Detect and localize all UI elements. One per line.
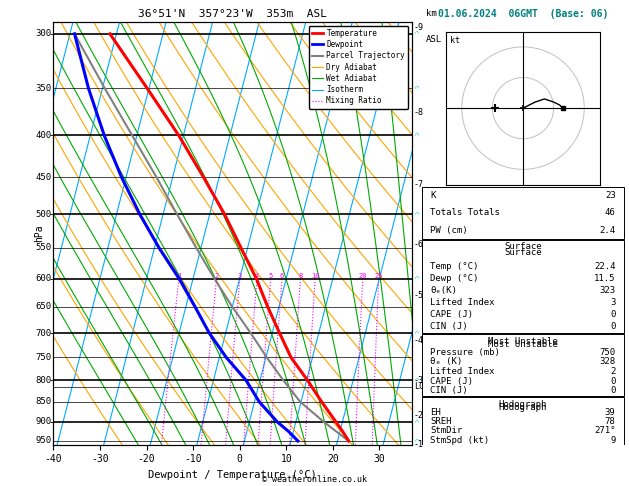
- Text: 20: 20: [359, 273, 367, 278]
- Text: 01.06.2024  06GMT  (Base: 06): 01.06.2024 06GMT (Base: 06): [438, 9, 608, 19]
- Text: 23: 23: [605, 191, 616, 200]
- Text: 4: 4: [255, 273, 259, 278]
- Text: EH: EH: [430, 408, 441, 417]
- Text: Temp (°C): Temp (°C): [430, 262, 479, 271]
- Text: 271°: 271°: [594, 426, 616, 435]
- Text: 3: 3: [610, 298, 616, 307]
- Text: 400: 400: [36, 131, 52, 140]
- Text: 25: 25: [374, 273, 383, 278]
- Text: K: K: [430, 191, 436, 200]
- Bar: [422, 334, 624, 396]
- Text: ⌒: ⌒: [415, 419, 420, 425]
- Text: ⌒: ⌒: [415, 330, 420, 336]
- Text: -9: -9: [414, 23, 424, 33]
- Text: -7: -7: [414, 180, 424, 190]
- Text: 39: 39: [605, 408, 616, 417]
- Text: Most Unstable: Most Unstable: [488, 340, 558, 349]
- Text: CAPE (J): CAPE (J): [430, 377, 474, 386]
- Text: StmSpd (kt): StmSpd (kt): [430, 435, 489, 445]
- Text: 1: 1: [177, 273, 181, 278]
- Bar: [422, 397, 624, 445]
- Text: 36°51'N  357°23'W  353m  ASL: 36°51'N 357°23'W 353m ASL: [138, 9, 327, 19]
- Text: SREH: SREH: [430, 417, 452, 426]
- Text: -6: -6: [414, 240, 424, 249]
- Text: ⌒: ⌒: [415, 276, 420, 282]
- Text: Mixing Ratio (g/kg): Mixing Ratio (g/kg): [455, 186, 464, 281]
- Text: 800: 800: [36, 376, 52, 385]
- Text: 950: 950: [36, 436, 52, 446]
- Text: Dewp (°C): Dewp (°C): [430, 274, 479, 283]
- Text: -3: -3: [414, 376, 424, 385]
- Text: 5: 5: [269, 273, 273, 278]
- Text: Lifted Index: Lifted Index: [430, 367, 495, 376]
- Text: 78: 78: [605, 417, 616, 426]
- Text: 450: 450: [36, 173, 52, 182]
- Text: ⌒: ⌒: [415, 133, 420, 139]
- Text: -2: -2: [414, 412, 424, 420]
- Text: 3: 3: [238, 273, 242, 278]
- Text: © weatheronline.co.uk: © weatheronline.co.uk: [262, 474, 367, 484]
- Text: 6: 6: [280, 273, 284, 278]
- Text: 22.4: 22.4: [594, 262, 616, 271]
- Text: Most Unstable: Most Unstable: [488, 336, 558, 346]
- Text: LCL: LCL: [414, 382, 429, 391]
- Text: ⌒: ⌒: [415, 211, 420, 217]
- Text: θₑ (K): θₑ (K): [430, 358, 463, 366]
- Text: ⌒: ⌒: [415, 377, 420, 383]
- Text: 328: 328: [599, 358, 616, 366]
- Text: Hodograph: Hodograph: [499, 403, 547, 412]
- Text: 9: 9: [610, 435, 616, 445]
- Text: CAPE (J): CAPE (J): [430, 310, 474, 319]
- Text: Lifted Index: Lifted Index: [430, 298, 495, 307]
- Text: StmDir: StmDir: [430, 426, 463, 435]
- Text: Hodograph: Hodograph: [499, 399, 547, 409]
- Text: km: km: [426, 9, 437, 17]
- Text: ASL: ASL: [426, 35, 442, 44]
- Text: 10: 10: [311, 273, 320, 278]
- Text: ⌒: ⌒: [415, 438, 420, 444]
- Text: CIN (J): CIN (J): [430, 386, 468, 396]
- Text: -5: -5: [414, 292, 424, 300]
- Text: Surface: Surface: [504, 248, 542, 257]
- Text: Totals Totals: Totals Totals: [430, 208, 500, 217]
- Text: 600: 600: [36, 274, 52, 283]
- Text: -1: -1: [414, 440, 424, 449]
- Text: 750: 750: [36, 353, 52, 362]
- Text: kt: kt: [450, 36, 460, 45]
- Text: 0: 0: [610, 322, 616, 331]
- Text: CIN (J): CIN (J): [430, 322, 468, 331]
- Text: 2.4: 2.4: [599, 226, 616, 235]
- Text: 300: 300: [36, 29, 52, 38]
- Text: PW (cm): PW (cm): [430, 226, 468, 235]
- Text: 46: 46: [605, 208, 616, 217]
- Text: ⌒: ⌒: [415, 31, 420, 37]
- Text: hPa: hPa: [34, 225, 44, 242]
- Bar: [422, 240, 624, 332]
- Text: 900: 900: [36, 417, 52, 426]
- Text: ⌒: ⌒: [415, 86, 420, 91]
- Text: 650: 650: [36, 302, 52, 312]
- Bar: [422, 187, 624, 239]
- Text: 0: 0: [610, 377, 616, 386]
- Text: 850: 850: [36, 397, 52, 406]
- Text: 11.5: 11.5: [594, 274, 616, 283]
- X-axis label: Dewpoint / Temperature (°C): Dewpoint / Temperature (°C): [148, 470, 317, 480]
- Text: 0: 0: [610, 386, 616, 396]
- Text: 2: 2: [214, 273, 219, 278]
- Text: Surface: Surface: [504, 243, 542, 251]
- Text: 750: 750: [599, 348, 616, 357]
- Text: 2: 2: [610, 367, 616, 376]
- Text: -4: -4: [414, 336, 424, 345]
- Text: θₑ(K): θₑ(K): [430, 286, 457, 295]
- Text: Pressure (mb): Pressure (mb): [430, 348, 500, 357]
- Text: 8: 8: [298, 273, 303, 278]
- Text: 550: 550: [36, 243, 52, 252]
- Legend: Temperature, Dewpoint, Parcel Trajectory, Dry Adiabat, Wet Adiabat, Isotherm, Mi: Temperature, Dewpoint, Parcel Trajectory…: [309, 26, 408, 108]
- Text: -8: -8: [414, 108, 424, 117]
- Text: 350: 350: [36, 84, 52, 93]
- Text: 323: 323: [599, 286, 616, 295]
- Text: 700: 700: [36, 329, 52, 338]
- Text: 0: 0: [610, 310, 616, 319]
- Text: 500: 500: [36, 210, 52, 219]
